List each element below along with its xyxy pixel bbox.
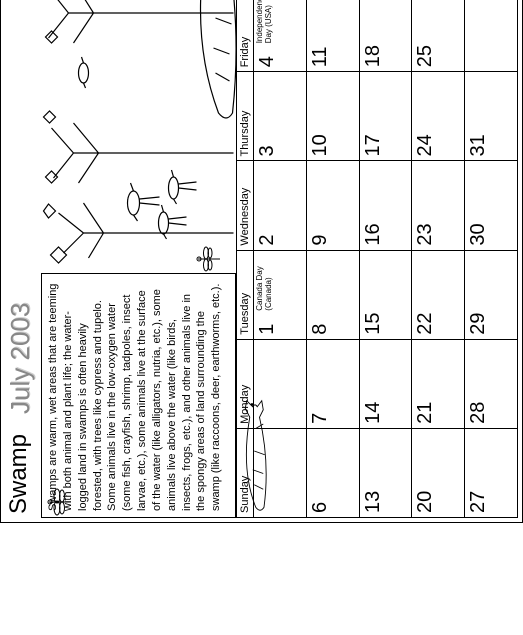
calendar-cell: 15 (360, 251, 413, 340)
calendar-day-number: 14 (362, 344, 385, 424)
calendar-row: 27 28 29 30 31 (465, 0, 518, 518)
calendar-cell: 28 (465, 340, 518, 429)
calendar-day-number: 23 (414, 165, 437, 245)
dragonfly-icon (45, 487, 75, 517)
header: Swamp July 2003 (1, 0, 41, 522)
calendar-cell: 13 (360, 429, 413, 518)
calendar-day-number: 11 (309, 0, 332, 67)
day-header: Tuesday (236, 251, 254, 340)
calendar-cell: 16 (360, 161, 413, 250)
calendar-cell (465, 0, 518, 72)
info-box: Swamps are warm, wet areas that are teem… (41, 273, 236, 518)
calendar-cell: 21 (412, 340, 465, 429)
calendar-cell: 29 (465, 251, 518, 340)
calendar-day-number: 20 (414, 433, 437, 513)
day-header: Thursday (236, 72, 254, 161)
day-header: Wednesday (236, 161, 254, 250)
calendar-day-number: 27 (467, 433, 490, 513)
calendar-day-number: 2 (256, 165, 279, 245)
calendar-cell: 18 (360, 0, 413, 72)
dragonfly-icon (195, 245, 223, 273)
calendar-cell: 10 (307, 72, 360, 161)
calendar-cell: 17 (360, 72, 413, 161)
calendar-cell: 8 (307, 251, 360, 340)
calendar-day-number: 31 (467, 76, 490, 156)
calendar-day-number: 18 (362, 0, 385, 67)
calendar-cell: 25 (412, 0, 465, 72)
calendar-day-number: 30 (467, 165, 490, 245)
calendar-cell: 30 (465, 161, 518, 250)
day-header: Friday (236, 0, 254, 72)
calendar-day-number: 17 (362, 76, 385, 156)
calendar-day-number: 22 (414, 255, 437, 335)
calendar-day-number: 25 (414, 0, 437, 67)
title-month: July 2003 (5, 303, 36, 414)
title-main: Swamp (5, 434, 33, 514)
calendar-row: 13141516171819 (360, 0, 413, 518)
calendar-cell: 2 (254, 161, 307, 250)
calendar-cell: 11 (307, 0, 360, 72)
calendar-cell: 14 (360, 340, 413, 429)
calendar-note: Independence Day (USA) (256, 0, 274, 43)
calendar-cell: 1Canada Day (Canada) (254, 251, 307, 340)
calendar-day-number: 16 (362, 165, 385, 245)
calendar-body: 1Canada Day (Canada)234Independence Day … (254, 0, 518, 518)
calendar-day-number: 8 (309, 255, 332, 335)
calendar-cell: 4Independence Day (USA) (254, 0, 307, 72)
calendar-day-number: 28 (467, 344, 490, 424)
calendar-cell: 24 (412, 72, 465, 161)
calendar-day-number: 29 (467, 255, 490, 335)
calendar-day-number: 21 (414, 344, 437, 424)
calendar-day-number: 9 (309, 165, 332, 245)
calendar-day-number: 15 (362, 255, 385, 335)
calendar-cell: 3 (254, 72, 307, 161)
calendar-day-number: 3 (256, 76, 279, 156)
alligator-icon (232, 391, 272, 511)
calendar-row: 20212223242526 (412, 0, 465, 518)
calendar-row: 6789101112 (307, 0, 360, 518)
calendar-cell: 6 (307, 429, 360, 518)
calendar: Sunday Monday Tuesday Wednesday Thursday… (236, 0, 522, 522)
calendar-cell: 9 (307, 161, 360, 250)
calendar-cell: 31 (465, 72, 518, 161)
calendar-cell: 20 (412, 429, 465, 518)
calendar-day-number: 10 (309, 76, 332, 156)
page: Swamp July 2003 Swamps are warm, wet are… (0, 0, 523, 523)
calendar-cell: 7 (307, 340, 360, 429)
calendar-day-number: 13 (362, 433, 385, 513)
calendar-cell: 22 (412, 251, 465, 340)
calendar-cell: 27 (465, 429, 518, 518)
calendar-note: Canada Day (Canada) (256, 253, 274, 311)
calendar-cell: 23 (412, 161, 465, 250)
calendar-day-number: 7 (309, 344, 332, 424)
swamp-scene-icon (41, 0, 236, 273)
calendar-day-number: 24 (414, 76, 437, 156)
calendar-day-number: 6 (309, 433, 332, 513)
swamp-illustration (41, 0, 236, 273)
